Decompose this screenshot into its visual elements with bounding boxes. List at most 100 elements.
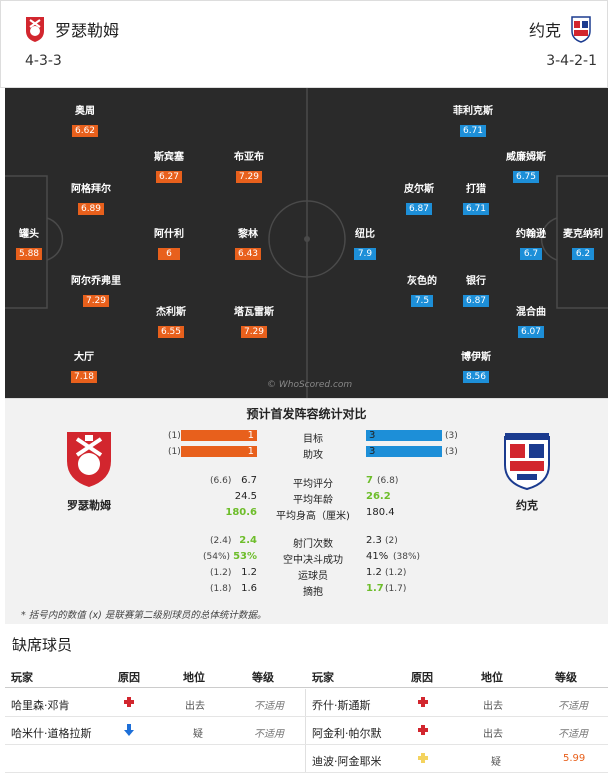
col-player: 玩家 (312, 671, 334, 684)
player-rating: 6.55 (157, 326, 185, 338)
player-away-4[interactable]: 打猎 6.71 (462, 184, 490, 215)
home-absent-grade: 不适用 (254, 729, 284, 740)
col-grade: 等级 (252, 671, 274, 684)
avg-rating-away-league: (6.8) (377, 476, 399, 486)
player-name: 阿什利 (154, 229, 184, 240)
goals-label: 目标 (303, 434, 323, 445)
player-rating: 6.2 (572, 248, 594, 260)
player-name: 银行 (465, 276, 486, 287)
player-name: 麦克纳利 (563, 229, 603, 240)
lineup-comparison: 预计首发阵容统计对比 罗瑟勒姆 约克 (1) 1 目标 3 (3) (1) 1 … (5, 398, 608, 624)
home-absent-status: 疑 (193, 729, 203, 740)
absent-row: 哈里森·邓肯 出去 不适用 乔什·斯通斯 出去 不适用 (5, 689, 608, 717)
column-divider (305, 689, 306, 773)
avg-age-label: 平均年龄 (293, 495, 333, 506)
player-rating: 6.87 (462, 295, 490, 307)
aerial-home: 53% (233, 551, 257, 562)
player-rating: 7.18 (70, 371, 98, 383)
match-header: 罗瑟勒姆 约克 4-3-3 3-4-2-1 (0, 0, 608, 88)
goals-home-bar: 1 (181, 430, 257, 441)
assists-away-league-avg: (3) (445, 447, 458, 457)
away-absent-player[interactable]: 乔什·斯通斯 (312, 699, 371, 712)
player-home-3[interactable]: 布亚布 7.29 (234, 152, 264, 183)
assists-home-league-avg: (1) (168, 447, 181, 457)
away-absent-grade: 不适用 (558, 701, 588, 712)
dribbles-away-league: (1.2) (385, 568, 407, 578)
dribbles-away: 1.2 (366, 567, 382, 578)
player-away-10[interactable]: 混合曲 6.07 (516, 307, 546, 338)
player-away-11[interactable]: 博伊斯 8.56 (461, 352, 491, 383)
avg-rating-label: 平均评分 (293, 479, 333, 490)
player-home-10[interactable]: 塔瓦雷斯 7.29 (234, 307, 274, 338)
player-name: 斯宾塞 (154, 152, 184, 163)
injury-cross-icon (418, 725, 428, 735)
col-reason: 原因 (118, 671, 140, 684)
player-away-7[interactable]: 纽比 7.9 (354, 229, 376, 260)
player-home-5[interactable]: 罐头 5.88 (15, 229, 43, 260)
injury-cross-icon (418, 697, 428, 707)
player-rating: 5.88 (15, 248, 43, 260)
player-rating: 6.75 (512, 171, 540, 183)
player-name: 博伊斯 (461, 352, 491, 363)
player-name: 威廉姆斯 (506, 152, 546, 163)
away-team-name: 约克 (528, 21, 561, 40)
shots-label: 射门次数 (293, 539, 333, 550)
player-rating: 7.29 (235, 171, 263, 183)
rotherham-crest-icon (67, 432, 111, 487)
home-absent-grade: 不适用 (254, 701, 284, 712)
player-rating: 6.07 (517, 326, 545, 338)
tackles-home-league: (1.8) (210, 584, 232, 594)
player-name: 塔瓦雷斯 (234, 307, 274, 318)
home-absent-player[interactable]: 哈米什·道格拉斯 (11, 727, 92, 740)
player-name: 黎林 (237, 229, 258, 240)
player-home-6[interactable]: 阿什利 6 (154, 229, 184, 260)
player-home-11[interactable]: 大厅 7.18 (70, 352, 98, 383)
player-away-8[interactable]: 灰色的 7.5 (407, 276, 437, 307)
away-absent-grade: 5.99 (563, 753, 586, 764)
player-away-6[interactable]: 麦克纳利 6.2 (563, 229, 603, 260)
home-absent-player[interactable]: 哈里森·邓肯 (11, 699, 70, 712)
away-absent-player[interactable]: 阿金利·帕尔默 (312, 727, 382, 740)
player-home-2[interactable]: 斯宾塞 6.27 (154, 152, 184, 183)
footnote: * 括号内的数值 (x) 是联赛第二级别球员的总体统计数据。 (21, 610, 267, 621)
tackles-away-league: (1.7) (385, 584, 407, 594)
player-away-5[interactable]: 约翰逊 6.7 (516, 229, 546, 260)
away-absent-player[interactable]: 迪波·阿金耶米 (312, 755, 382, 768)
home-team-heading[interactable]: 罗瑟勒姆 (23, 15, 119, 43)
assists-home-bar: 1 (181, 446, 257, 457)
player-away-2[interactable]: 威廉姆斯 6.75 (506, 152, 546, 183)
comparison-home-team: 罗瑟勒姆 (67, 499, 111, 512)
goals-away-league-avg: (3) (445, 431, 458, 441)
player-rating: 6.71 (462, 203, 490, 215)
absent-table-header: 玩家 原因 地位 等级 玩家 原因 地位 等级 (5, 664, 608, 688)
aerial-away-league: (38%) (393, 552, 421, 562)
player-rating: 8.56 (462, 371, 490, 383)
player-name: 奥周 (74, 106, 95, 117)
player-rating: 7.29 (240, 326, 268, 338)
aerial-label: 空中决斗成功 (283, 555, 343, 566)
player-home-1[interactable]: 奥周 6.62 (71, 106, 99, 137)
shots-away-league: (2) (385, 536, 398, 546)
player-away-9[interactable]: 银行 6.87 (462, 276, 490, 307)
doubtful-cross-icon (418, 753, 428, 763)
injury-cross-icon (123, 696, 135, 708)
avg-rating-home-league: (6.6) (210, 476, 232, 486)
player-rating: 7.5 (411, 295, 433, 307)
home-team-name: 罗瑟勒姆 (55, 21, 120, 40)
away-team-heading[interactable]: 约克 (529, 15, 593, 43)
home-absent-status: 出去 (185, 701, 205, 712)
away-absent-status: 出去 (483, 701, 503, 712)
col-position: 地位 (481, 671, 503, 684)
player-rating: 6.71 (459, 125, 487, 137)
goals-away-bar: 3 (366, 430, 442, 441)
aerial-home-league: (54%) (203, 552, 231, 562)
pitch: 奥周 6.62 斯宾塞 6.27 布亚布 7.29 阿格拜尔 6.89 罐头 5.88 阿… (5, 88, 608, 398)
player-rating: 6.27 (155, 171, 183, 183)
player-away-3[interactable]: 皮尔斯 6.87 (404, 184, 434, 215)
player-home-4[interactable]: 阿格拜尔 6.89 (71, 184, 111, 215)
player-home-8[interactable]: 阿尔乔弗里 7.29 (71, 276, 121, 307)
player-home-9[interactable]: 杰利斯 6.55 (156, 307, 186, 338)
away-formation: 3-4-2-1 (546, 53, 597, 69)
player-away-1[interactable]: 菲利克斯 6.71 (453, 106, 493, 137)
player-home-7[interactable]: 黎林 6.43 (234, 229, 262, 260)
